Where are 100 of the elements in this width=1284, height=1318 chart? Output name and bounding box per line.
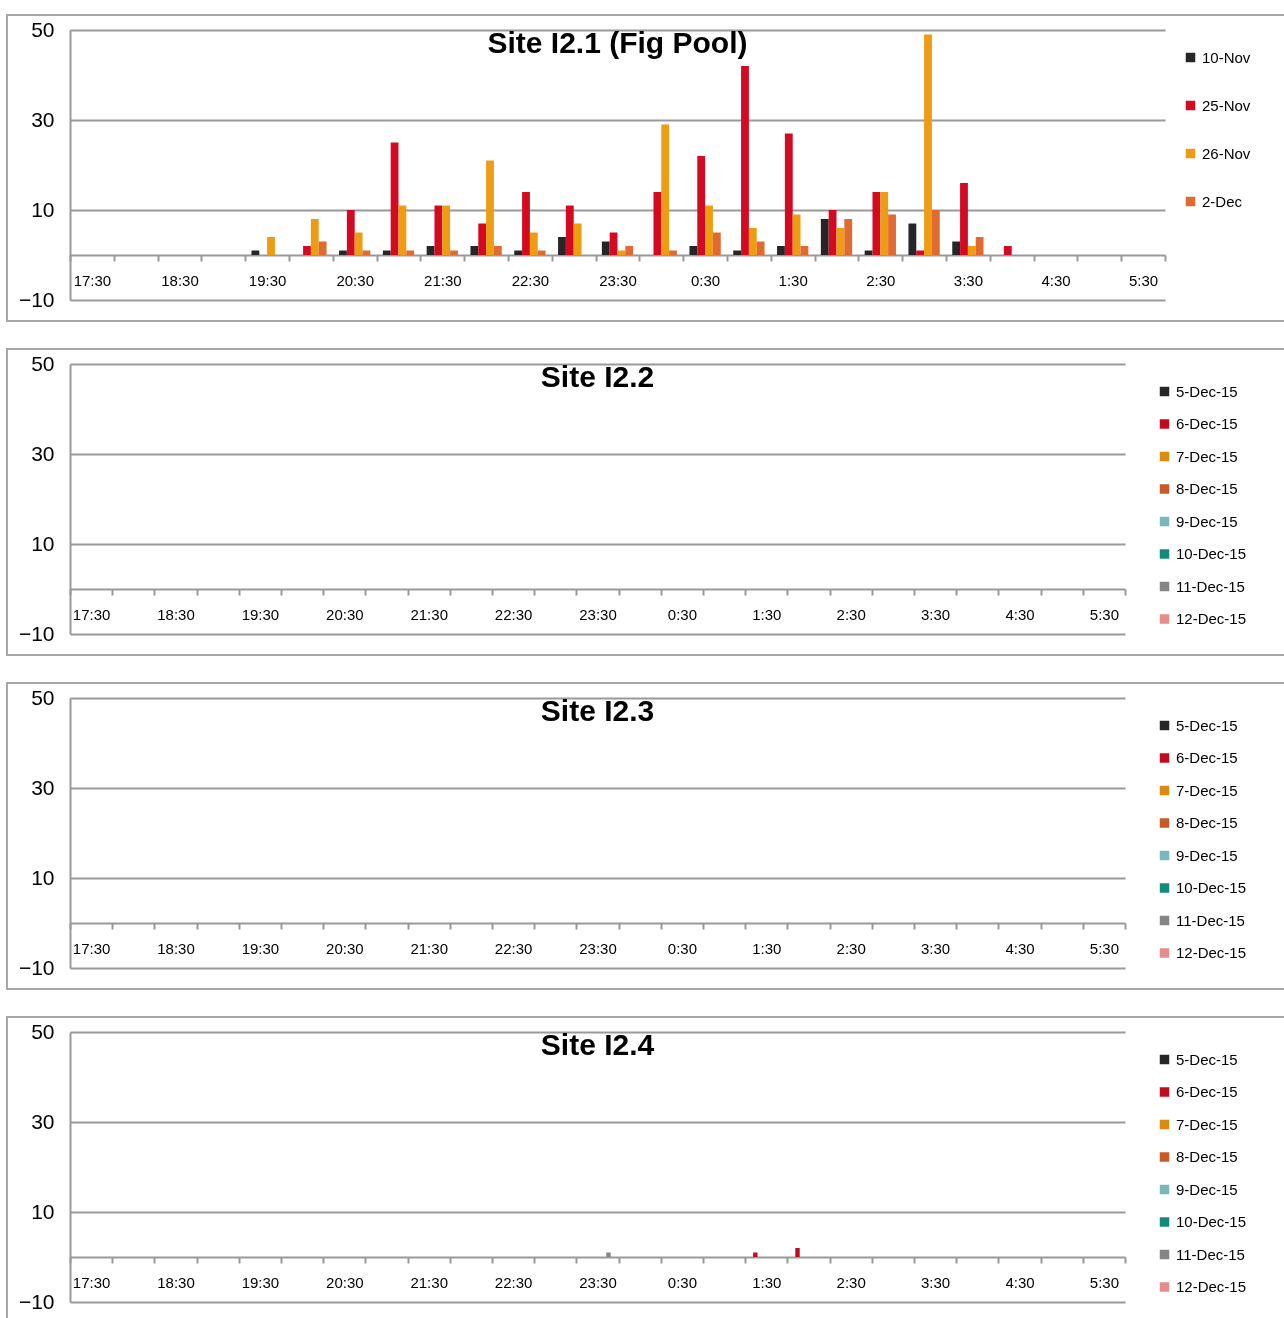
x-tick-label: 0:30 [667, 605, 697, 623]
chart-title: Site I2.4 [540, 1028, 655, 1061]
bar [426, 246, 435, 255]
x-tick-label: 0:30 [691, 271, 721, 289]
x-tick-label: 21:30 [410, 605, 448, 623]
bar [354, 232, 363, 255]
chart-title: Site I2.2 [540, 360, 655, 393]
bar [967, 246, 976, 255]
legend-label: 10-Dec-15 [1176, 1213, 1247, 1230]
x-tick-label: 1:30 [778, 271, 808, 289]
bar [601, 241, 610, 255]
x-tick-label: 17:30 [72, 1273, 111, 1291]
x-tick-label: 23:30 [579, 1273, 617, 1291]
bar [573, 223, 582, 255]
y-tick-label: 30 [31, 1109, 55, 1133]
bar [733, 250, 742, 255]
x-tick-label: 19:30 [241, 605, 280, 623]
bar [924, 34, 932, 255]
legend-label: 7-Dec-15 [1176, 447, 1238, 465]
bar [339, 250, 347, 255]
x-tick-label: 3:30 [921, 1273, 951, 1291]
x-tick-label: 22:30 [494, 605, 533, 623]
y-tick-label: 50 [31, 17, 55, 41]
x-tick-label: 23:30 [579, 605, 617, 623]
bar [880, 192, 889, 255]
x-tick-label: 17:30 [73, 271, 112, 289]
x-tick-label: 19:30 [241, 1273, 280, 1291]
bar [820, 219, 829, 255]
bar [537, 250, 546, 255]
y-tick-label: 50 [31, 1019, 55, 1043]
bar [406, 250, 415, 255]
bar [844, 219, 853, 255]
x-tick-label: 2:30 [836, 939, 866, 957]
x-tick-label: 4:30 [1005, 605, 1035, 623]
chart-title: Site I2.1 (Fig Pool) [487, 26, 748, 59]
bar [486, 160, 494, 255]
bar [609, 232, 618, 255]
x-tick-label: 19:30 [248, 271, 287, 289]
y-tick-label: 30 [31, 107, 55, 131]
legend-label: 12-Dec-15 [1176, 1278, 1247, 1295]
bar [931, 210, 940, 255]
bar [565, 205, 574, 255]
x-tick-label: 3:30 [921, 605, 951, 623]
legend-label: 5-Dec-15 [1176, 382, 1238, 400]
bar [1003, 246, 1012, 255]
y-tick-label: −10 [18, 955, 55, 979]
bar [493, 246, 502, 255]
legend-label: 9-Dec-15 [1176, 846, 1238, 864]
x-tick-label: 20:30 [326, 939, 364, 957]
bar [251, 250, 260, 255]
y-tick-label: −10 [18, 621, 55, 645]
legend-label: 5-Dec-15 [1176, 1050, 1238, 1068]
x-tick-label: 3:30 [921, 939, 951, 957]
bar [741, 66, 749, 255]
legend-label: 8-Dec-15 [1176, 814, 1238, 831]
x-tick-label: 20:30 [326, 605, 364, 623]
x-tick-label: 5:30 [1089, 605, 1119, 623]
legend-label: 8-Dec-15 [1176, 480, 1238, 497]
x-tick-label: 0:30 [667, 939, 697, 957]
bar [800, 246, 809, 255]
bar [697, 156, 706, 255]
bar [653, 192, 662, 255]
x-tick-label: 22:30 [511, 271, 550, 289]
legend-label: 2-Dec [1202, 192, 1243, 210]
legend-label: 10-Nov [1202, 48, 1251, 66]
legend-label: 7-Dec-15 [1176, 1115, 1238, 1133]
legend-label: 7-Dec-15 [1176, 781, 1238, 799]
bar [888, 214, 896, 255]
bar [390, 142, 399, 255]
bar [442, 205, 451, 255]
x-tick-label: 21:30 [410, 1273, 448, 1291]
bar [522, 192, 530, 255]
legend-label: 11-Dec-15 [1176, 577, 1245, 595]
bar [705, 205, 713, 255]
x-tick-label: 19:30 [241, 939, 280, 957]
legend-label: 26-Nov [1202, 144, 1251, 162]
x-tick-label: 18:30 [157, 1273, 195, 1291]
legend-label: 9-Dec-15 [1176, 512, 1238, 530]
bar [908, 223, 917, 255]
bar [836, 228, 845, 255]
x-tick-label: 3:30 [953, 271, 983, 289]
bar [792, 214, 801, 255]
bar [712, 232, 721, 255]
x-tick-label: 17:30 [72, 939, 111, 957]
y-tick-label: 30 [31, 441, 55, 465]
bar [514, 250, 523, 255]
x-tick-label: 0:30 [667, 1273, 697, 1291]
legend-label: 10-Dec-15 [1176, 879, 1247, 896]
x-tick-label: 22:30 [494, 1273, 533, 1291]
bar [346, 210, 355, 255]
bar [303, 246, 311, 255]
legend-label: 6-Dec-15 [1176, 1083, 1238, 1100]
bar [828, 210, 837, 255]
legend-label: 6-Dec-15 [1176, 749, 1238, 766]
x-tick-label: 4:30 [1005, 1273, 1035, 1291]
legend-label: 12-Dec-15 [1176, 944, 1247, 961]
y-tick-label: 10 [31, 197, 55, 221]
bar [382, 250, 391, 255]
x-tick-label: 21:30 [410, 939, 448, 957]
y-tick-label: 30 [31, 775, 55, 799]
